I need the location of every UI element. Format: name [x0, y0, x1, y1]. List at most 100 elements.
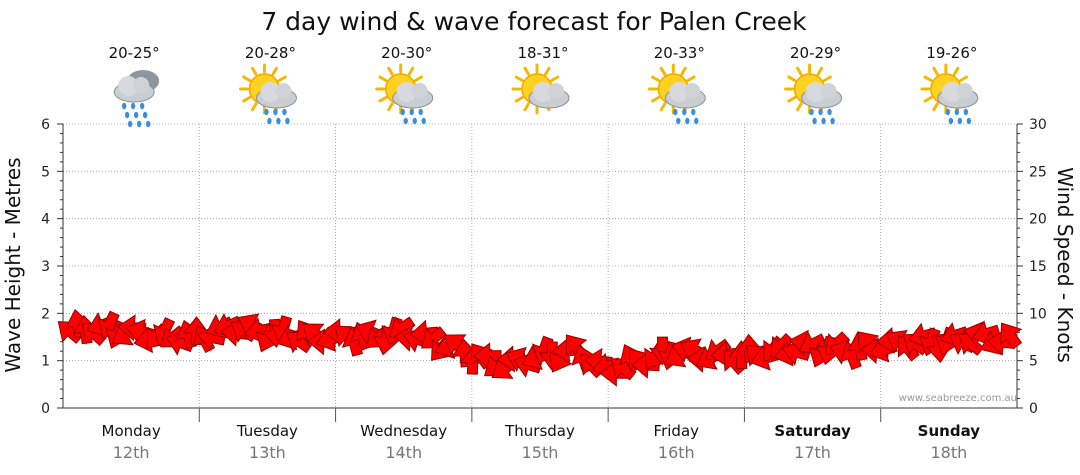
sun-ray: [250, 102, 258, 112]
day-date: 18th: [930, 443, 967, 462]
temperature-row: 20-25° 20-28° 20-30° 18-31° 20-33° 20-29° 19-2…: [109, 44, 978, 62]
left-tick-label: 4: [41, 212, 50, 228]
rain-drop: [264, 108, 269, 116]
rain-drop: [133, 111, 139, 119]
rain-drop: [145, 120, 151, 128]
cloud-puff: [669, 82, 690, 102]
rain-drop: [130, 102, 136, 110]
sun-cloud-icon: [511, 63, 570, 115]
rain-drop: [694, 117, 699, 125]
rain-drop: [818, 108, 823, 116]
sun-ray: [923, 96, 933, 103]
rain-drop: [418, 108, 423, 116]
day-date: 13th: [249, 443, 286, 462]
day-temperature: 19-26°: [926, 44, 977, 62]
right-tick-label: 5: [1029, 354, 1038, 370]
sun-ray: [822, 75, 832, 82]
rain-drop: [412, 117, 417, 125]
rain-drop: [124, 111, 130, 119]
left-tick-label: 1: [41, 354, 50, 370]
rain-drop: [809, 108, 814, 116]
cloud-puff: [941, 82, 962, 102]
rain-drop: [136, 120, 142, 128]
rain-drop: [276, 117, 281, 125]
right-axis: 0 5 10 15 20 25 30: [1017, 117, 1047, 417]
day-temperature: 20-29°: [790, 44, 841, 62]
sun-ray: [787, 75, 797, 82]
rain-drop: [409, 108, 414, 116]
rain-drop: [691, 108, 696, 116]
left-tick-label: 0: [41, 401, 50, 417]
cloud-puff: [533, 82, 553, 102]
sun-ray: [387, 102, 394, 112]
right-tick-label: 30: [1029, 117, 1047, 133]
rain-drop: [830, 117, 835, 125]
day-name: Thursday: [504, 422, 575, 440]
day-temperature: 20-33°: [654, 44, 705, 62]
sun-ray: [680, 66, 687, 76]
rain-drop: [267, 117, 272, 125]
rain-drop: [142, 111, 148, 119]
day-name: Sunday: [918, 422, 981, 440]
sun-ray: [787, 96, 797, 103]
cloud-puff: [548, 83, 564, 99]
sun-ray: [523, 102, 530, 112]
sun-ray: [686, 75, 696, 82]
day-labels: Monday 12th Tuesday 13th Wednesday 14th Thursd…: [102, 408, 981, 462]
weather-icons: [113, 63, 979, 128]
day-date: 17th: [794, 443, 831, 462]
cloud-puff: [956, 83, 973, 99]
rain-drop: [957, 117, 963, 125]
rain-drop: [945, 108, 951, 116]
day-date: 15th: [522, 443, 559, 462]
right-tick-label: 20: [1029, 212, 1047, 228]
sun-ray: [242, 75, 252, 82]
sun-cloud-rain-icon: [375, 63, 434, 125]
sun-cloud-rain-icon: [784, 63, 843, 125]
sun-ray: [651, 96, 661, 103]
sun-ray: [796, 102, 803, 112]
sun-ray: [959, 75, 969, 82]
cloud-puff: [684, 83, 701, 99]
rain-drop: [673, 108, 678, 116]
rain-drop: [400, 108, 405, 116]
cloud-puff: [820, 83, 837, 99]
rain-drop: [403, 117, 408, 125]
sun-ray: [932, 102, 939, 112]
day-name: Wednesday: [360, 422, 447, 440]
rain-drop: [948, 117, 954, 125]
day-temperature: 18-31°: [517, 44, 568, 62]
cloud-puff: [396, 82, 417, 102]
rain-drop: [127, 120, 133, 128]
rain-drop: [954, 108, 960, 116]
day-date: 12th: [113, 443, 150, 462]
sun-ray: [523, 66, 530, 76]
left-axis: 0 1 2 3 4 5 6: [41, 117, 63, 417]
day-name: Saturday: [774, 422, 851, 440]
right-axis-label: Wind Speed - Knots: [1053, 167, 1077, 363]
cloud-puff: [133, 77, 150, 93]
sun-ray: [378, 75, 388, 82]
sun-ray: [514, 96, 524, 103]
day-temperature: 20-28°: [245, 44, 296, 62]
sun-ray: [250, 66, 258, 76]
rain-drop: [685, 117, 690, 125]
rain-drop: [682, 108, 687, 116]
rain-drop: [282, 108, 287, 116]
cloud-puff: [118, 76, 139, 96]
sun-cloud-rain-icon: [920, 63, 979, 125]
left-tick-label: 2: [41, 306, 50, 322]
right-tick-label: 15: [1029, 259, 1047, 275]
right-tick-label: 25: [1029, 164, 1047, 180]
day-name: Friday: [654, 422, 700, 440]
rain-drop: [285, 117, 290, 125]
sun-ray: [816, 66, 824, 76]
sun-ray: [407, 66, 415, 76]
left-tick-label: 6: [41, 117, 50, 133]
sun-ray: [659, 66, 667, 76]
wind-arrows: [57, 309, 1023, 387]
sun-ray: [387, 66, 394, 76]
wind-arrow: [421, 326, 447, 349]
sun-ray: [514, 75, 524, 82]
rain-drop: [273, 108, 278, 116]
